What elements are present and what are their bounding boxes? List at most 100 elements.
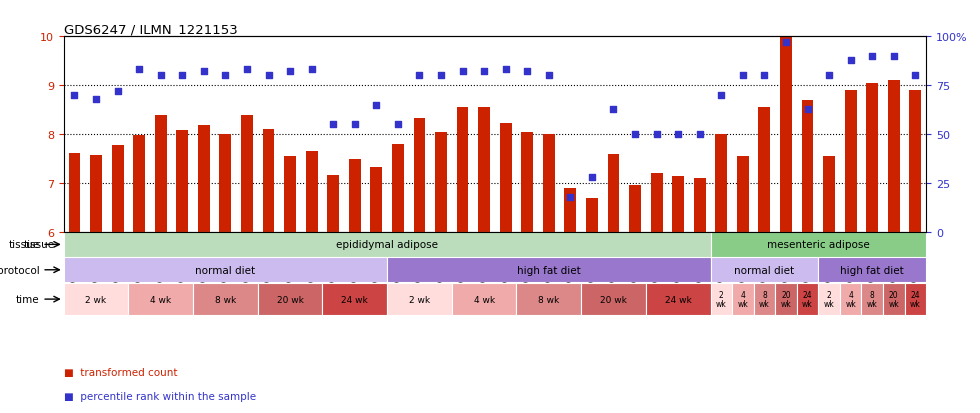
Text: protocol: protocol: [0, 265, 39, 275]
Point: [239, 67, 255, 74]
Text: 24
wk: 24 wk: [910, 290, 920, 309]
Text: 24
wk: 24 wk: [803, 290, 812, 309]
Bar: [176, 131, 188, 232]
Bar: [193, 283, 258, 315]
Bar: [543, 135, 555, 232]
Point: [455, 69, 470, 76]
Point: [843, 57, 858, 64]
Text: 24 wk: 24 wk: [664, 295, 692, 304]
Bar: [651, 173, 662, 232]
Bar: [732, 283, 754, 315]
Bar: [284, 157, 296, 232]
Bar: [306, 152, 318, 232]
Point: [67, 93, 82, 99]
Bar: [581, 283, 646, 315]
Bar: [710, 283, 732, 315]
Bar: [155, 116, 167, 232]
Point: [131, 67, 147, 74]
Bar: [516, 283, 581, 315]
Point: [261, 73, 276, 79]
Bar: [564, 188, 576, 232]
Text: tissue: tissue: [24, 240, 55, 250]
Text: 20
wk: 20 wk: [781, 290, 791, 309]
Bar: [64, 232, 710, 257]
Point: [519, 69, 535, 76]
Bar: [241, 116, 253, 232]
Text: 4
wk: 4 wk: [846, 290, 856, 309]
Bar: [715, 135, 727, 232]
Bar: [414, 119, 425, 232]
Bar: [349, 160, 361, 232]
Bar: [861, 283, 883, 315]
Bar: [198, 126, 210, 232]
Point: [541, 73, 557, 79]
Text: mesenteric adipose: mesenteric adipose: [767, 240, 869, 250]
Bar: [478, 108, 490, 232]
Bar: [629, 186, 641, 232]
Bar: [905, 283, 926, 315]
Bar: [775, 283, 797, 315]
Bar: [128, 283, 193, 315]
Bar: [737, 157, 749, 232]
Point: [412, 73, 427, 79]
Bar: [69, 153, 80, 232]
Point: [778, 40, 794, 46]
Text: 2
wk: 2 wk: [716, 290, 726, 309]
Text: 8
wk: 8 wk: [867, 290, 877, 309]
Text: ■  percentile rank within the sample: ■ percentile rank within the sample: [64, 392, 256, 401]
Bar: [435, 132, 447, 232]
Text: epididymal adipose: epididymal adipose: [336, 240, 438, 250]
Bar: [387, 257, 710, 283]
Bar: [133, 136, 145, 232]
Point: [282, 69, 298, 76]
Point: [390, 121, 406, 128]
Point: [325, 121, 341, 128]
Point: [649, 131, 664, 138]
Text: high fat diet: high fat diet: [840, 265, 905, 275]
Text: 4
wk: 4 wk: [738, 290, 748, 309]
Point: [864, 53, 880, 60]
Point: [88, 96, 104, 103]
Bar: [672, 177, 684, 232]
Bar: [694, 178, 706, 232]
Point: [110, 88, 125, 95]
Bar: [845, 91, 857, 232]
Text: 20
wk: 20 wk: [889, 290, 899, 309]
Point: [692, 131, 708, 138]
Text: 20 wk: 20 wk: [276, 295, 304, 304]
Text: ■  transformed count: ■ transformed count: [64, 367, 177, 377]
Bar: [322, 283, 387, 315]
Text: 4 wk: 4 wk: [473, 295, 495, 304]
Point: [196, 69, 212, 76]
Bar: [500, 124, 512, 232]
Text: 8 wk: 8 wk: [538, 295, 560, 304]
Point: [563, 194, 578, 200]
Bar: [608, 154, 619, 232]
Text: 24 wk: 24 wk: [341, 295, 368, 304]
Bar: [370, 167, 382, 232]
Bar: [866, 83, 878, 232]
Bar: [818, 283, 840, 315]
Bar: [759, 108, 770, 232]
Point: [218, 73, 233, 79]
Bar: [840, 283, 861, 315]
Bar: [258, 283, 322, 315]
Bar: [883, 283, 905, 315]
Bar: [64, 283, 128, 315]
Bar: [387, 283, 452, 315]
Text: GDS6247 / ILMN_1221153: GDS6247 / ILMN_1221153: [64, 23, 237, 36]
Point: [907, 73, 923, 79]
Bar: [802, 100, 813, 232]
Point: [368, 102, 384, 109]
Bar: [797, 283, 818, 315]
Text: 8
wk: 8 wk: [760, 290, 769, 309]
Bar: [909, 91, 921, 232]
Bar: [392, 145, 404, 232]
Text: 4 wk: 4 wk: [150, 295, 172, 304]
Point: [153, 73, 169, 79]
Bar: [780, 37, 792, 232]
Point: [713, 93, 729, 99]
Bar: [521, 132, 533, 232]
Point: [498, 67, 514, 74]
Point: [174, 73, 190, 79]
